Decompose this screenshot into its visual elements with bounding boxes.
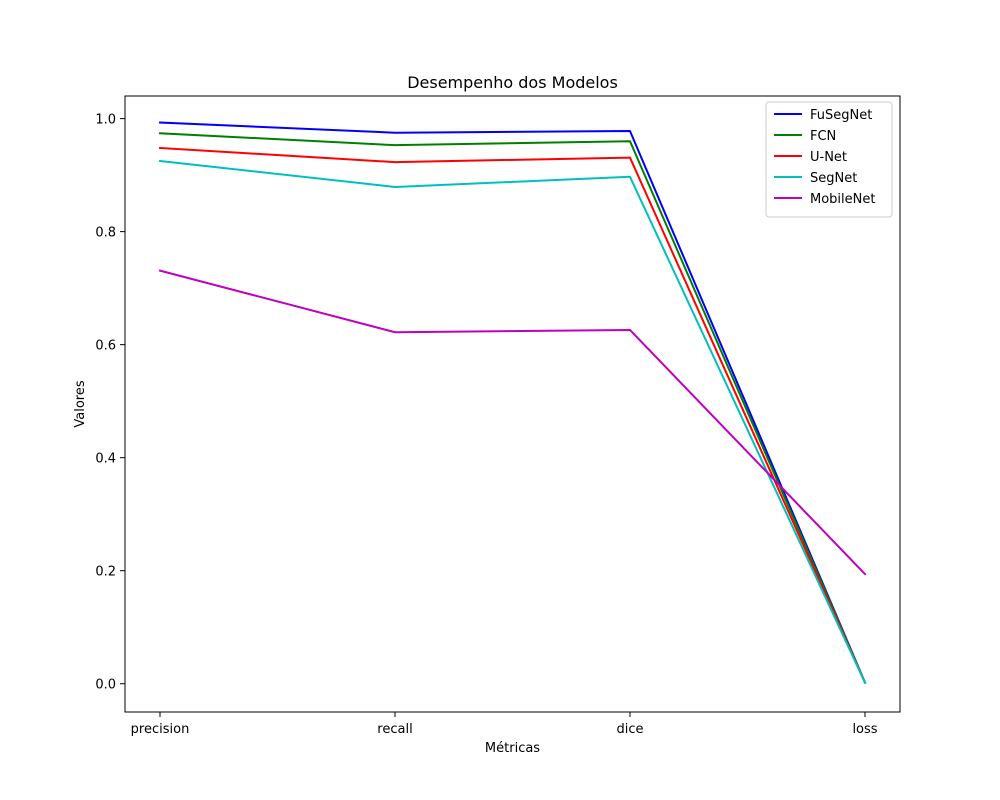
y-tick-label: 0.2 bbox=[95, 565, 116, 580]
y-tick-label: 0.0 bbox=[95, 678, 116, 693]
x-tick-label: recall bbox=[377, 722, 412, 737]
y-tick-label: 0.6 bbox=[95, 339, 116, 354]
legend-label: MobileNet bbox=[810, 192, 875, 207]
y-axis-title: Valores bbox=[73, 380, 88, 427]
x-tick-label: precision bbox=[131, 722, 190, 737]
legend-label: FCN bbox=[810, 129, 836, 144]
legend-label: U-Net bbox=[810, 150, 847, 165]
series-line-segnet bbox=[158, 159, 867, 684]
y-tick-label: 1.0 bbox=[95, 113, 116, 128]
legend-label: SegNet bbox=[810, 171, 857, 186]
x-tick-label: dice bbox=[616, 722, 643, 737]
series-line-fusegnet bbox=[158, 121, 867, 684]
series-line-fcn bbox=[158, 132, 867, 684]
x-axis-title: Métricas bbox=[485, 741, 540, 756]
series-line-u-net bbox=[158, 146, 867, 684]
chart-title: Desempenho dos Modelos bbox=[407, 73, 618, 92]
legend-label: FuSegNet bbox=[810, 108, 872, 123]
series-line-mobilenet bbox=[158, 269, 867, 576]
legend: FuSegNet FCN U-Net SegNet MobileNet bbox=[765, 101, 893, 218]
axes-frame bbox=[124, 95, 901, 713]
plot-area: precision recall dice loss 0.0 0.2 0.4 0.6 0.8 1.… bbox=[95, 95, 901, 737]
y-tick-label: 0.4 bbox=[95, 452, 116, 467]
y-tick-label: 0.8 bbox=[95, 226, 116, 241]
legend-box bbox=[765, 101, 893, 218]
x-tick-label: loss bbox=[852, 722, 877, 737]
